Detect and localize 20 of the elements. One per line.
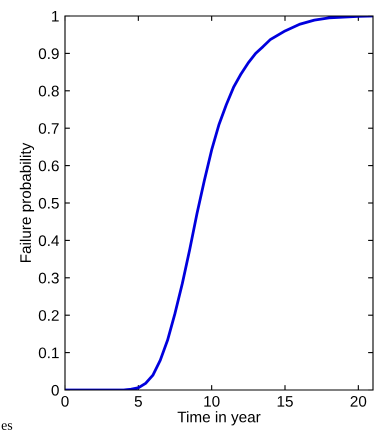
y-tick-label: 0.4: [38, 235, 59, 246]
y-tick-label: 0.8: [38, 86, 59, 96]
y-tick-label: 0.3: [38, 272, 59, 284]
x-tick-label: 15: [278, 396, 293, 407]
y-tick-label: 0.6: [38, 160, 59, 172]
x-tick-label: 5: [134, 396, 142, 407]
y-tick-label: 0: [52, 384, 59, 396]
y-tick-label: 1: [52, 11, 59, 22]
y-tick-label: 0.2: [38, 310, 59, 321]
x-tick-label: 10: [204, 396, 220, 407]
text: es: [2, 423, 12, 430]
y-tick-label: 0.7: [38, 123, 59, 134]
x-tick-label: 0: [61, 396, 69, 407]
y-tick-label: 0.9: [38, 48, 59, 60]
y-tick-label: 0.1: [38, 347, 59, 358]
x-tick-label: 20: [350, 396, 366, 407]
y-axis-title: Failure probability: [20, 142, 34, 262]
y-tick-label: 0.5: [38, 198, 59, 209]
line-series: [65, 16, 373, 390]
x-axis-title: Time in year: [178, 411, 260, 426]
